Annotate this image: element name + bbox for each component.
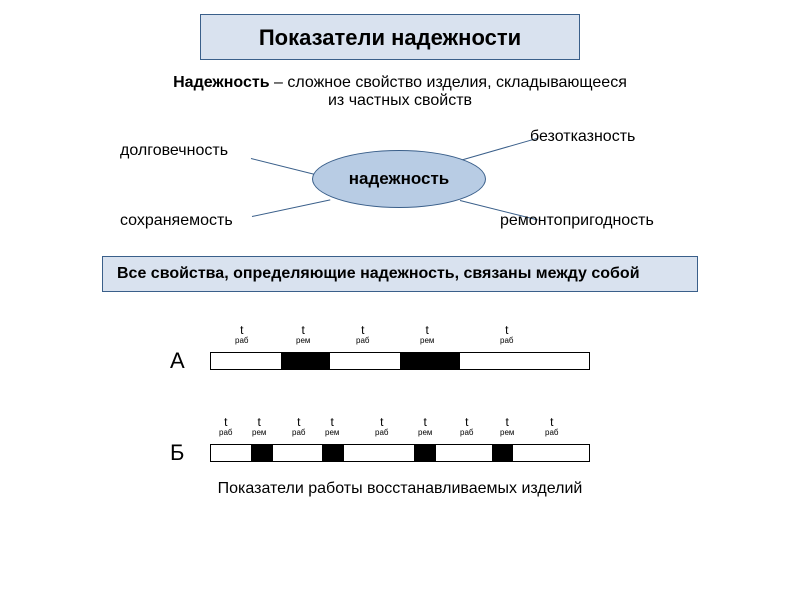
time-label: tраб: [356, 324, 369, 345]
timeline-b-bar: [210, 444, 590, 462]
reliability-ellipse: надежность: [312, 150, 486, 208]
subtitle-box: Все свойства, определяющие надежность, с…: [102, 256, 698, 292]
segment-work: [344, 445, 414, 461]
segment-work: [273, 445, 323, 461]
time-label: tраб: [460, 416, 473, 437]
segment-repair: [281, 353, 331, 369]
segment-repair: [414, 445, 436, 461]
definition-rest: – сложное свойство изделия, складывающее…: [270, 74, 627, 91]
property-label: безотказность: [530, 128, 635, 146]
segment-repair: [322, 445, 344, 461]
caption-text: Показатели работы восстанавливаемых изде…: [190, 480, 610, 498]
title-box: Показатели надежности: [200, 14, 580, 60]
definition-bold: Надежность: [173, 74, 269, 91]
time-label: tрем: [252, 416, 266, 437]
property-label: долговечность: [120, 142, 228, 160]
ellipse-text: надежность: [349, 169, 449, 189]
definition-text: Надежность – сложное свойство изделия, с…: [100, 74, 700, 110]
segment-repair: [492, 445, 514, 461]
time-label: tрем: [325, 416, 339, 437]
time-label: tраб: [235, 324, 248, 345]
property-label: ремонтопригодность: [500, 212, 654, 230]
segment-repair: [251, 445, 273, 461]
title-text: Показатели надежности: [259, 25, 521, 50]
segment-work: [436, 445, 492, 461]
segment-work: [211, 353, 281, 369]
segment-work: [211, 445, 251, 461]
time-label: tрем: [418, 416, 432, 437]
definition-line2: из частных свойств: [328, 92, 472, 109]
segment-work: [330, 353, 400, 369]
time-label: tрем: [296, 324, 310, 345]
property-label: сохраняемость: [120, 212, 233, 230]
timeline-a-label: А: [170, 348, 185, 374]
time-label: tраб: [500, 324, 513, 345]
segment-work: [513, 445, 589, 461]
segment-work: [460, 353, 589, 369]
subtitle-text: Все свойства, определяющие надежность, с…: [117, 265, 640, 282]
timeline-a-bar: [210, 352, 590, 370]
time-label: tрем: [420, 324, 434, 345]
segment-repair: [400, 353, 460, 369]
time-label: tрем: [500, 416, 514, 437]
time-label: tраб: [375, 416, 388, 437]
ellipse-wrap: надежность: [312, 150, 486, 208]
timeline-b-label: Б: [170, 440, 184, 466]
time-label: tраб: [292, 416, 305, 437]
time-label: tраб: [219, 416, 232, 437]
time-label: tраб: [545, 416, 558, 437]
